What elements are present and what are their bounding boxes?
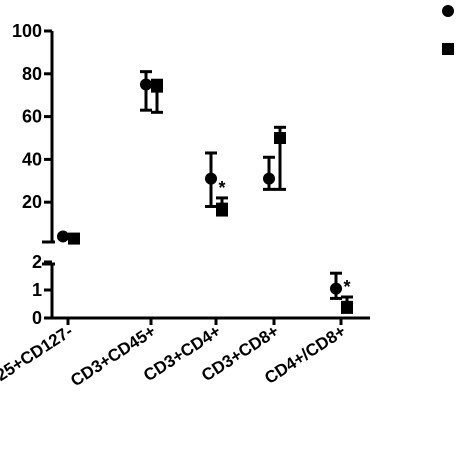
data-point-square: [274, 132, 286, 144]
data-point-square: [68, 232, 80, 245]
data-point-circle: [263, 172, 275, 185]
y-tick-label: 0: [32, 308, 42, 328]
y-tick-label: 60: [22, 107, 42, 127]
x-category-label: CD25+CD127-: [0, 321, 76, 398]
significance-star: *: [218, 178, 225, 198]
y-tick-label: 100: [12, 21, 42, 41]
x-category-label: CD3+CD45+: [67, 321, 159, 390]
data-point-square: [216, 202, 228, 215]
data-point-circle: [205, 172, 217, 185]
data-point-circle: [57, 230, 69, 243]
y-tick-label: 2: [32, 252, 42, 272]
data-point-square: [341, 300, 353, 313]
data-point-circle: [140, 78, 152, 91]
significance-star: *: [343, 277, 350, 297]
legend-marker-square: [442, 43, 454, 55]
legend-marker-circle: [442, 5, 454, 17]
y-tick-label: 40: [22, 149, 42, 169]
data-point-square: [151, 80, 163, 93]
y-tick-label: 1: [32, 280, 42, 300]
y-tick-label: 20: [22, 192, 42, 212]
data-point-circle: [330, 282, 342, 295]
y-tick-label: 80: [22, 64, 42, 84]
